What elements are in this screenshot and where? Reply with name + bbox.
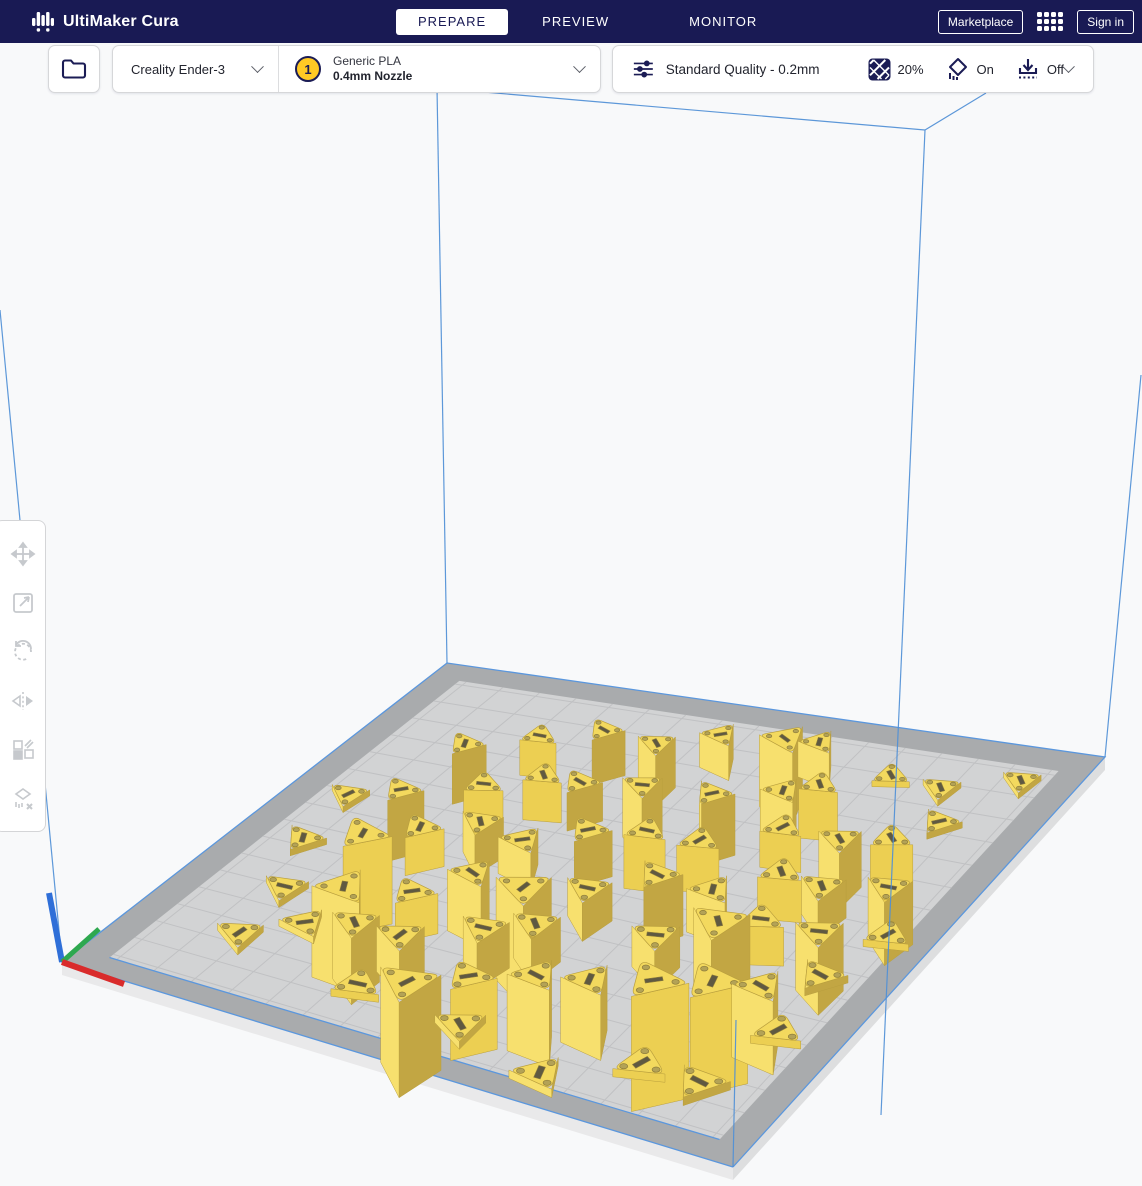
profile-label: Standard Quality - 0.2mm — [665, 61, 820, 77]
side-toolbar — [0, 520, 46, 832]
move-tool-button[interactable] — [5, 536, 41, 572]
infill-icon — [868, 58, 891, 81]
scale-tool-button[interactable] — [5, 585, 41, 621]
nozzle-size: 0.4mm Nozzle — [333, 69, 413, 83]
material-selector[interactable]: 1 Generic PLA 0.4mm Nozzle — [279, 46, 600, 92]
tab-preview[interactable]: PREVIEW — [542, 13, 610, 29]
build-volume-lines — [0, 87, 1142, 1168]
mirror-icon — [11, 691, 33, 710]
scale-icon — [13, 592, 33, 613]
printer-name: Creality Ender-3 — [131, 61, 225, 77]
app-switcher-grid-icon[interactable] — [1037, 12, 1064, 31]
marketplace-button[interactable]: Marketplace — [937, 9, 1024, 34]
app-title: UltiMaker Cura — [63, 12, 179, 30]
support-blocker-icon — [14, 787, 33, 810]
material-name: Generic PLA — [333, 54, 402, 68]
per-model-settings-button[interactable] — [5, 732, 41, 768]
origin-axes — [46, 892, 126, 987]
printer-selector[interactable]: Creality Ender-3 — [113, 46, 279, 92]
sign-in-button[interactable]: Sign in — [1077, 9, 1134, 34]
stage-tabs: PREPARE PREVIEW MONITOR — [396, 0, 779, 43]
sliders-icon — [633, 60, 653, 78]
ultimaker-mark-icon — [32, 11, 54, 32]
support-blocker-button[interactable] — [5, 781, 41, 817]
rotate-icon — [14, 639, 32, 661]
header-bar: UltiMaker Cura PREPARE PREVIEW MONITOR M… — [0, 0, 1142, 43]
support-value: On — [976, 61, 994, 77]
folder-icon — [61, 59, 87, 79]
app-logo: UltiMaker Cura — [32, 11, 179, 32]
material-text: Generic PLA 0.4mm Nozzle — [333, 54, 412, 84]
chevron-down-icon — [251, 59, 264, 73]
header-right: Marketplace Sign in — [937, 0, 1134, 43]
tab-prepare[interactable]: PREPARE — [396, 8, 509, 35]
print-settings-selector[interactable]: Standard Quality - 0.2mm 20% On — [612, 45, 1094, 93]
infill-value: 20% — [897, 61, 924, 77]
extruder-badge: 1 — [295, 56, 321, 82]
adhesion-icon — [1016, 57, 1040, 81]
configuration-card: Creality Ender-3 1 Generic PLA 0.4mm Noz… — [112, 45, 601, 93]
adhesion-value: Off — [1046, 61, 1064, 77]
move-icon — [10, 541, 36, 566]
support-icon — [946, 57, 970, 81]
chevron-down-icon — [1062, 59, 1075, 73]
tab-monitor[interactable]: MONITOR — [689, 13, 758, 29]
mirror-tool-button[interactable] — [5, 683, 41, 719]
per-model-settings-icon — [13, 738, 34, 760]
open-file-button[interactable] — [48, 45, 100, 93]
model-cluster — [217, 719, 1042, 1112]
chevron-down-icon — [573, 59, 586, 73]
rotate-tool-button[interactable] — [5, 634, 41, 670]
